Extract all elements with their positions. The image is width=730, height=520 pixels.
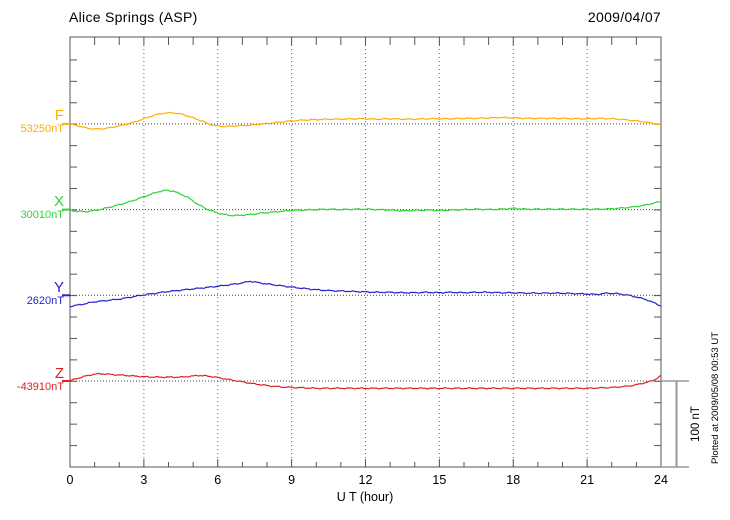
- station-title: Alice Springs (ASP): [69, 9, 198, 25]
- x-tick-label-18: 18: [506, 473, 521, 487]
- x-tick-label-24: 24: [654, 473, 668, 487]
- x-axis-title: U T (hour): [336, 490, 394, 504]
- scale-bar-label: 100 nT: [690, 406, 702, 442]
- x-tick-label-15: 15: [432, 473, 447, 487]
- channel-label-Z: Z: [54, 364, 64, 382]
- x-tick-label-9: 9: [288, 473, 296, 487]
- x-tick-label-6: 6: [214, 473, 222, 487]
- channel-label-Y: Y: [53, 278, 64, 296]
- x-tick-label-21: 21: [580, 473, 595, 487]
- plot-date: 2009/04/07: [587, 9, 661, 25]
- channel-baseline-value-X: 30010nT: [20, 209, 64, 222]
- trace-Z: [69, 372, 662, 390]
- x-tick-label-0: 0: [66, 473, 74, 487]
- channel-label-X: X: [53, 193, 64, 211]
- x-tick-label-3: 3: [140, 473, 148, 487]
- x-tick-label-12: 12: [358, 473, 373, 487]
- channel-baseline-value-F: 53250nT: [20, 123, 64, 136]
- channel-baseline-value-Z: -43910nT: [16, 380, 64, 393]
- trace-F: [69, 111, 662, 130]
- plotted-at-note: Plotted at 2009/05/08 00:53 UT: [710, 331, 721, 465]
- trace-X: [69, 189, 662, 217]
- trace-Y: [69, 280, 662, 308]
- channel-label-F: F: [54, 107, 64, 125]
- channel-baseline-value-Y: 2620nT: [26, 294, 64, 307]
